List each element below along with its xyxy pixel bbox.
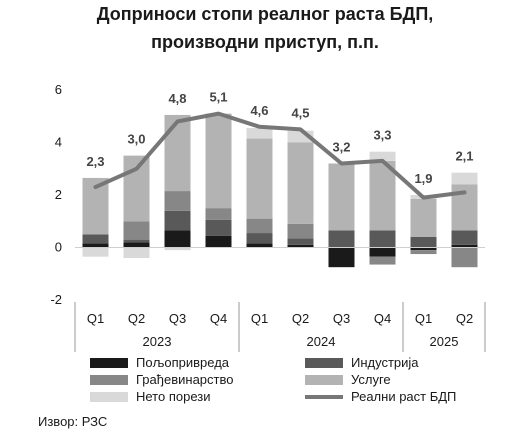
bar-segment bbox=[410, 198, 437, 237]
bar-segment bbox=[369, 160, 396, 231]
bar-segment bbox=[246, 128, 273, 139]
bar-segment bbox=[369, 247, 396, 257]
legend-label: Нето порези bbox=[136, 389, 211, 404]
x-tick-label: Q2 bbox=[456, 311, 473, 326]
x-tick-label: Q3 bbox=[333, 311, 350, 326]
bar-segment bbox=[451, 247, 478, 268]
data-label: 4,5 bbox=[291, 105, 309, 120]
y-tick-label: 4 bbox=[55, 135, 62, 150]
year-label: 2023 bbox=[143, 334, 172, 349]
bar-segment bbox=[287, 130, 314, 143]
x-tick-label: Q1 bbox=[415, 311, 432, 326]
bar-segment bbox=[123, 155, 150, 222]
bar-segment bbox=[451, 172, 478, 185]
bar-segment bbox=[451, 244, 478, 248]
gdp-growth-line bbox=[93, 111, 467, 200]
bar-segment bbox=[205, 219, 232, 236]
bar-segment bbox=[410, 250, 437, 255]
legend-swatch bbox=[90, 392, 128, 402]
bar-segment bbox=[369, 151, 396, 161]
legend-swatch bbox=[305, 375, 343, 385]
chart-title-line-2: производни приступ, п.п. bbox=[151, 32, 379, 52]
data-label: 1,9 bbox=[414, 171, 432, 186]
bar-segment bbox=[205, 208, 232, 220]
data-label: 4,6 bbox=[250, 103, 268, 118]
data-label: 3,2 bbox=[332, 140, 350, 155]
bar-segment bbox=[410, 237, 437, 248]
bar-segment bbox=[246, 233, 273, 244]
bar-segment bbox=[246, 218, 273, 234]
bar-segment bbox=[287, 244, 314, 248]
bar-segment bbox=[328, 247, 355, 268]
y-tick-label: 0 bbox=[55, 240, 62, 255]
x-tick-label: Q1 bbox=[251, 311, 268, 326]
bar-segment bbox=[287, 238, 314, 245]
bar-segment bbox=[123, 221, 150, 240]
y-tick-label: -2 bbox=[50, 292, 62, 307]
data-label: 3,3 bbox=[373, 128, 391, 143]
data-label: 2,1 bbox=[455, 149, 473, 164]
bar-segment bbox=[328, 230, 355, 248]
bar-segment bbox=[205, 235, 232, 248]
x-tick-label: Q4 bbox=[210, 311, 227, 326]
legend-swatch bbox=[305, 358, 343, 368]
legend-label: Пољопривреда bbox=[136, 355, 230, 370]
plot-area: -2 0 2 4 6 2,3 3,0 4,8 5,1 4,6 4,5 3,2 3,3 1,9 2,1 Q1 Q2… bbox=[50, 82, 486, 352]
bar-segment bbox=[123, 247, 150, 258]
data-label: 5,1 bbox=[209, 90, 227, 105]
x-tick-label: Q2 bbox=[292, 311, 309, 326]
source-note: Извор: РЗС bbox=[38, 414, 107, 429]
y-tick-label: 2 bbox=[55, 187, 62, 202]
bar-segment bbox=[164, 114, 191, 192]
data-label: 4,8 bbox=[168, 91, 186, 106]
bar-segment bbox=[164, 247, 191, 251]
bar-segment bbox=[82, 243, 109, 248]
bar-segment bbox=[246, 243, 273, 248]
bar-segment bbox=[82, 234, 109, 244]
data-label: 3,0 bbox=[127, 132, 145, 147]
year-label: 2024 bbox=[307, 334, 336, 349]
bar-segment bbox=[164, 230, 191, 248]
bar-segment bbox=[328, 163, 355, 231]
bar-segment bbox=[451, 230, 478, 245]
legend-label: Индустрија bbox=[351, 355, 419, 370]
legend: Пољопривреда Индустрија Грађевинарство Услу… bbox=[90, 355, 456, 404]
data-label: 2,3 bbox=[86, 154, 104, 169]
x-tick-label: Q3 bbox=[169, 311, 186, 326]
bar-segment bbox=[369, 256, 396, 265]
bar-segment bbox=[205, 113, 232, 209]
bar-segment bbox=[246, 138, 273, 219]
x-tick-label: Q4 bbox=[374, 311, 391, 326]
bar-segment bbox=[164, 210, 191, 231]
bar-segment bbox=[410, 247, 437, 251]
chart-title-line-1: Доприноси стопи реалног раста БДП, bbox=[97, 4, 434, 24]
x-tick-label: Q2 bbox=[128, 311, 145, 326]
bar-segment bbox=[82, 247, 109, 257]
legend-swatch bbox=[90, 358, 128, 368]
y-tick-label: 6 bbox=[55, 82, 62, 97]
legend-label: Услуге bbox=[351, 372, 391, 387]
bar-segment bbox=[164, 191, 191, 211]
bar-segment bbox=[123, 239, 150, 243]
legend-label: Реални раст БДП bbox=[351, 389, 456, 404]
bar-segment bbox=[369, 230, 396, 248]
year-label: 2025 bbox=[430, 334, 459, 349]
bar-segment bbox=[123, 242, 150, 248]
x-tick-label: Q1 bbox=[87, 311, 104, 326]
bar-segment bbox=[287, 223, 314, 239]
bar-segment bbox=[287, 142, 314, 224]
legend-label: Грађевинарство bbox=[136, 372, 233, 387]
legend-swatch bbox=[90, 375, 128, 385]
